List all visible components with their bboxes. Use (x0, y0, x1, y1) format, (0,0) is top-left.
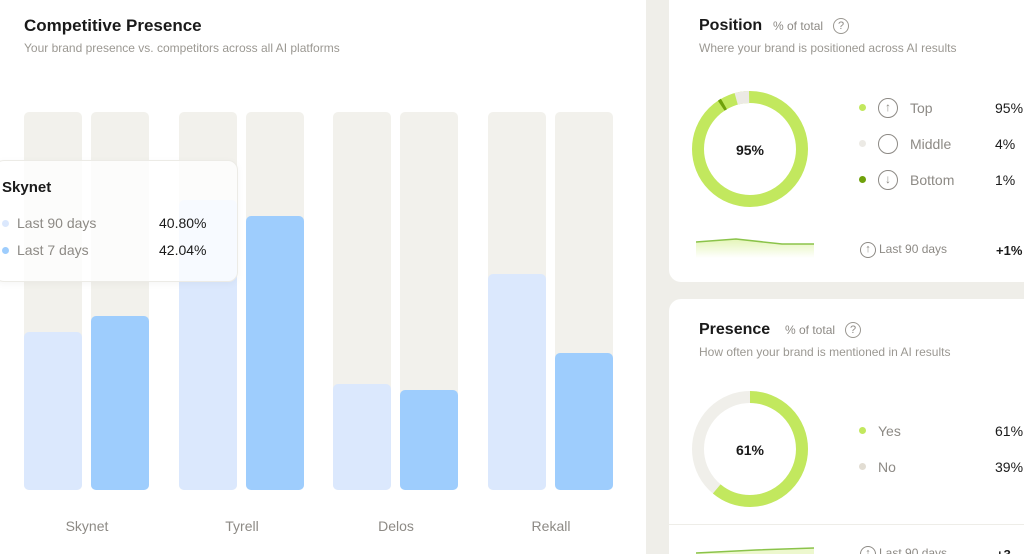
legend-dot-icon (859, 104, 866, 111)
position-subtitle: Where your brand is positioned across AI… (699, 41, 957, 55)
bar-rekall-7[interactable] (555, 112, 613, 490)
presence-center-value: 61% (735, 442, 765, 458)
arrow-up-circle-icon: ↑ (860, 242, 876, 258)
competitive-subtitle: Your brand presence vs. competitors acro… (24, 41, 340, 55)
position-title: Position (699, 17, 763, 34)
legend-label: Yes (878, 423, 901, 439)
legend-dot-icon (2, 220, 9, 227)
position-unit: % of total (773, 19, 824, 33)
bar-fill (555, 353, 613, 490)
trend-label: Last 90 days (879, 546, 948, 554)
presence-donut-chart (692, 391, 808, 507)
competitive-title: Competitive Presence (24, 16, 202, 35)
x-label-tyrell: Tyrell (225, 518, 259, 534)
legend-dot-icon (859, 140, 866, 147)
presence-card (669, 299, 1024, 554)
legend-label: Bottom (910, 172, 955, 188)
tooltip-label: Last 90 days (17, 215, 97, 231)
presence-sparkline (696, 547, 814, 554)
position-center-value: 95% (735, 142, 765, 158)
position-donut-chart (692, 91, 808, 207)
presence-title: Presence (699, 321, 771, 338)
bar-tyrell-7[interactable] (246, 112, 304, 490)
tooltip-title: Skynet (2, 179, 52, 196)
legend-value-top: 95% (995, 100, 1024, 116)
bar-fill (24, 332, 82, 490)
legend-value-bottom: 1% (995, 172, 1016, 188)
bar-fill (246, 216, 304, 490)
presence-trend-value: +3 (996, 547, 1011, 554)
bar-fill (333, 384, 391, 490)
x-label-rekall: Rekall (531, 518, 571, 534)
bar-delos-90[interactable] (333, 112, 391, 490)
bar-rekall-90[interactable] (488, 112, 546, 490)
position-card (669, 0, 1024, 282)
trend-label: Last 90 days (879, 242, 948, 257)
legend-no: No (859, 456, 1024, 478)
tooltip-label: Last 7 days (17, 242, 89, 258)
legend-label: Middle (910, 136, 952, 152)
arrow-down-circle-icon: ↓ (878, 170, 898, 190)
arrow-up-circle-icon: ↑ (878, 98, 898, 118)
bar-fill (488, 274, 546, 490)
legend-label: Top (910, 100, 933, 116)
legend-top: ↑ Top (859, 97, 1024, 119)
help-icon[interactable]: ? (845, 322, 861, 338)
presence-trend: ↑ Last 90 days (860, 546, 947, 554)
legend-dot-icon (859, 176, 866, 183)
arrow-up-circle-icon: ↑ (860, 546, 876, 554)
legend-dot-icon (859, 427, 866, 434)
tooltip-row-90: Last 90 days 40.80% (2, 215, 222, 233)
legend-yes: Yes (859, 420, 1024, 442)
bar-delos-7[interactable] (400, 112, 458, 490)
competitive-presence-card: Competitive Presence Your brand presence… (0, 0, 646, 554)
help-icon[interactable]: ? (833, 18, 849, 34)
position-trend: ↑ Last 90 days (860, 242, 947, 258)
presence-unit: % of total (785, 323, 836, 337)
legend-value-yes: 61% (995, 423, 1024, 439)
tooltip-value: 42.04% (159, 242, 207, 258)
legend-value-middle: 4% (995, 136, 1016, 152)
legend-bottom: ↓ Bottom (859, 169, 1024, 191)
presence-subtitle: How often your brand is mentioned in AI … (699, 345, 951, 359)
bar-fill (400, 390, 458, 490)
legend-middle: Middle (859, 133, 1024, 155)
x-label-delos: Delos (378, 518, 414, 534)
divider (669, 524, 1024, 525)
chart-tooltip: Skynet Last 90 days 40.80% Last 7 days 4… (0, 160, 238, 282)
empty-circle-icon (878, 134, 898, 154)
position-sparkline (696, 238, 814, 258)
legend-label: No (878, 459, 896, 475)
legend-dot-icon (859, 463, 866, 470)
bar-fill (91, 316, 149, 490)
tooltip-row-7: Last 7 days 42.04% (2, 242, 222, 260)
legend-dot-icon (2, 247, 9, 254)
tooltip-value: 40.80% (159, 215, 207, 231)
position-trend-value: +1% (996, 243, 1023, 258)
legend-value-no: 39% (995, 459, 1024, 475)
x-label-skynet: Skynet (65, 518, 109, 534)
